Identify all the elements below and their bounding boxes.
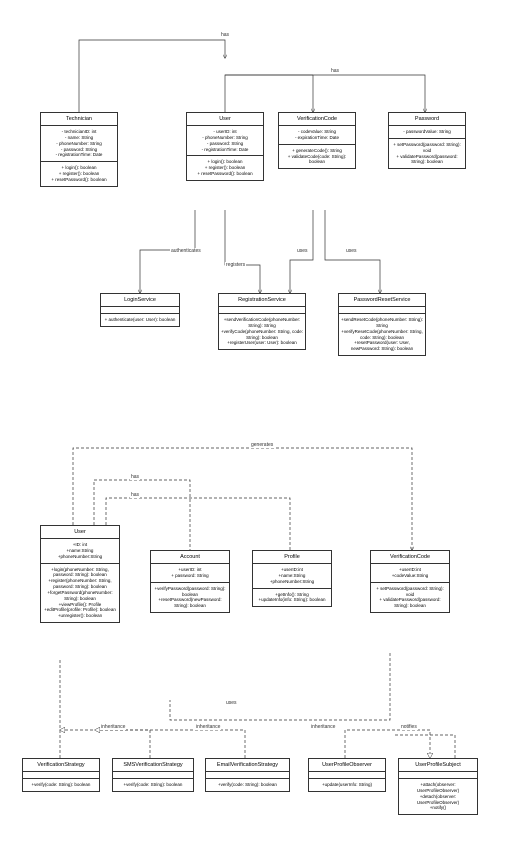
- title: Account: [151, 551, 229, 564]
- title: RegistrationService: [219, 294, 305, 307]
- label-inh1: inheritance: [100, 724, 126, 730]
- node-user-d1: User - userID: int - phoneNumber: String…: [186, 112, 264, 181]
- attrs: - userID: int - phoneNumber: String - pa…: [187, 126, 263, 156]
- title: Password: [389, 113, 465, 126]
- attrs: [309, 772, 385, 779]
- ops: +sendResetCode(phoneNumber: String): Str…: [339, 314, 425, 355]
- label-inh2: inheritance: [195, 724, 221, 730]
- label-uses1: uses: [296, 248, 309, 254]
- attrs: - codeValue: String - expirationTime: Da…: [279, 126, 355, 145]
- label-uses2: uses: [345, 248, 358, 254]
- title: VerificationStrategy: [23, 759, 99, 772]
- node-verificationstrategy: VerificationStrategy +verify(code: Strin…: [22, 758, 100, 792]
- label-has1: has: [220, 32, 230, 38]
- ops: +attach(observer: UserProfileObserver) +…: [399, 779, 477, 814]
- label-registers: registers: [225, 262, 246, 268]
- node-technician: Technician - technicianID: int - name: S…: [40, 112, 118, 187]
- title: LoginService: [101, 294, 179, 307]
- ops: + login(): boolean + register(): boolean…: [187, 156, 263, 180]
- ops: +update(userInfo: String): [309, 779, 385, 791]
- ops: +verifyPassword(password: String): boole…: [151, 583, 229, 612]
- title: EmailVerificationStrategy: [206, 759, 289, 772]
- label-auth: authenticates: [170, 248, 202, 254]
- attrs: [339, 307, 425, 314]
- ops: + authenticate(user: User): boolean: [101, 314, 179, 326]
- label-notifies: notifies: [400, 724, 418, 730]
- node-smsverificationstrategy: SMSVerificationStrategy +verify(code: St…: [112, 758, 194, 792]
- ops: +getInfo(): String +updateInfo(info: Str…: [253, 589, 331, 607]
- attrs: +userID: int + password: String: [151, 564, 229, 583]
- node-user-d2: User +ID: int +name:String +phoneNumber:…: [40, 525, 120, 623]
- ops: + setPassword(password: String): void + …: [371, 583, 449, 612]
- title: SMSVerificationStrategy: [113, 759, 193, 772]
- attrs: - technicianID: int - name: String - pho…: [41, 126, 117, 162]
- ops: +verify(code: String): boolean: [113, 779, 193, 791]
- ops: + setPassword(password: String): void + …: [389, 139, 465, 168]
- attrs: [206, 772, 289, 779]
- title: UserProfileObserver: [309, 759, 385, 772]
- ops: +sendVerificationCode(phoneNumber: Strin…: [219, 314, 305, 349]
- node-loginservice: LoginService + authenticate(user: User):…: [100, 293, 180, 327]
- attrs: [23, 772, 99, 779]
- ops: +login(phoneNumber: String, password: St…: [41, 564, 119, 623]
- node-userprofilesubject: UserProfileSubject +attach(observer: Use…: [398, 758, 478, 815]
- title: User: [187, 113, 263, 126]
- title: VerificationCode: [279, 113, 355, 126]
- label-generates: generates: [250, 442, 274, 448]
- attrs: [399, 772, 477, 779]
- node-password: Password - passwordValue: String + setPa…: [388, 112, 466, 169]
- label-inh3: inheritance: [310, 724, 336, 730]
- title: PasswordResetService: [339, 294, 425, 307]
- attrs: - passwordValue: String: [389, 126, 465, 139]
- label-uses-d2: uses: [225, 700, 238, 706]
- node-registrationservice: RegistrationService +sendVerificationCod…: [218, 293, 306, 350]
- ops: +verify(code: String): boolean: [23, 779, 99, 791]
- title: VerificationCode: [371, 551, 449, 564]
- attrs: +userID:int +codeValue:String: [371, 564, 449, 583]
- title: UserProfileSubject: [399, 759, 477, 772]
- attrs: [219, 307, 305, 314]
- node-account: Account +userID: int + password: String …: [150, 550, 230, 613]
- node-verificationcode-d1: VerificationCode - codeValue: String - e…: [278, 112, 356, 169]
- label-has2: has: [330, 68, 340, 74]
- title: Technician: [41, 113, 117, 126]
- node-emailverificationstrategy: EmailVerificationStrategy +verify(code: …: [205, 758, 290, 792]
- ops: +verify(code: String): boolean: [206, 779, 289, 791]
- ops: + login(): boolean + register(): boolean…: [41, 162, 117, 186]
- label-has-d2-1: has: [130, 474, 140, 480]
- attrs: [101, 307, 179, 314]
- attrs: +ID: int +name:String +phoneNumber:Strin…: [41, 539, 119, 564]
- node-verificationcode-d2: VerificationCode +userID:int +codeValue:…: [370, 550, 450, 613]
- node-profile: Profile +userID:int +name:String +phoneN…: [252, 550, 332, 607]
- attrs: +userID:int +name:String +phoneNumber:St…: [253, 564, 331, 589]
- title: User: [41, 526, 119, 539]
- title: Profile: [253, 551, 331, 564]
- ops: + generateCode(): String + validateCode(…: [279, 145, 355, 169]
- node-passwordresetservice: PasswordResetService +sendResetCode(phon…: [338, 293, 426, 356]
- attrs: [113, 772, 193, 779]
- node-userprofileobserver: UserProfileObserver +update(userInfo: St…: [308, 758, 386, 792]
- label-has-d2-2: has: [130, 492, 140, 498]
